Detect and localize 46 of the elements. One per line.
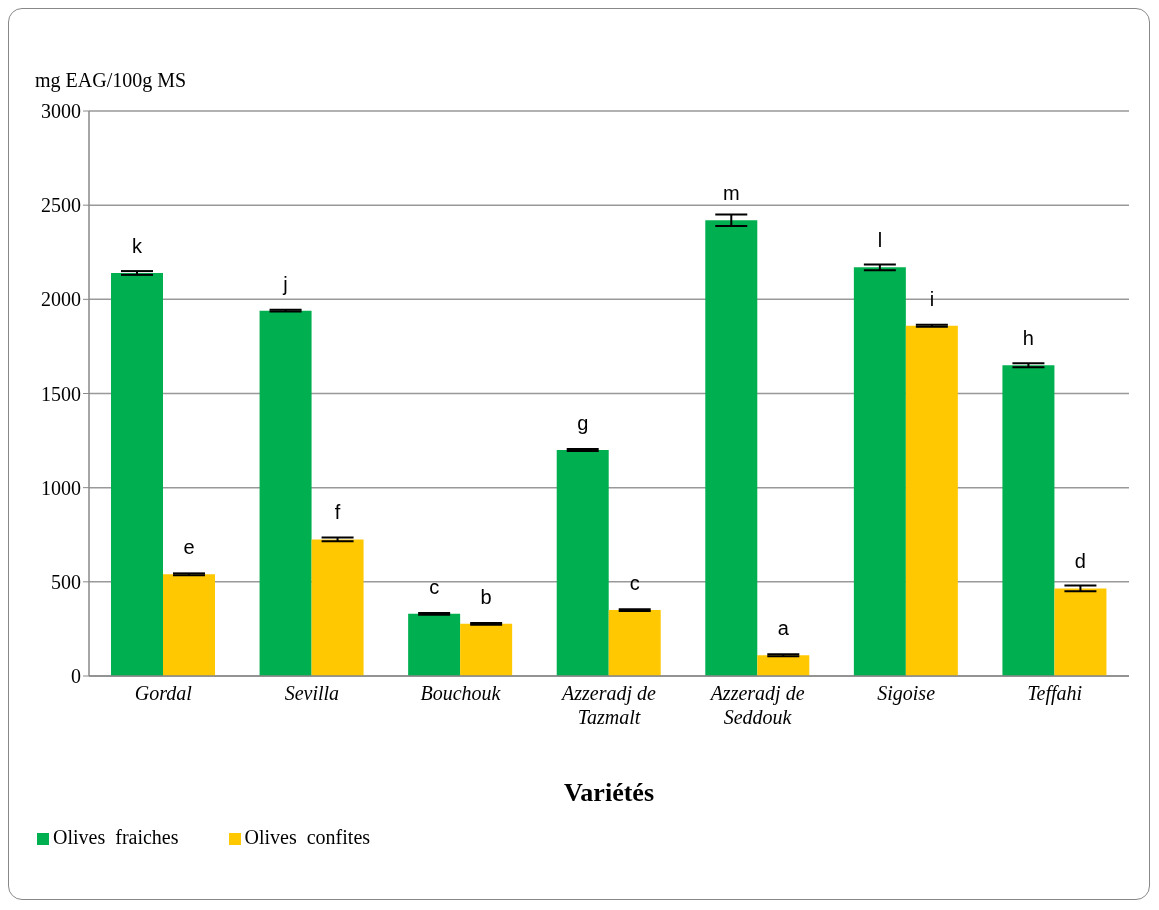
- legend-label: Olives confites: [244, 826, 371, 848]
- x-tick-label: Gordal: [134, 682, 193, 704]
- y-tick-label: 1000: [41, 476, 81, 499]
- bar: [1054, 588, 1107, 676]
- bar: [163, 574, 215, 676]
- data-label: k: [132, 234, 143, 257]
- y-tick-label: 1500: [41, 382, 81, 405]
- data-label: e: [183, 536, 195, 559]
- data-label: c: [429, 575, 440, 598]
- data-label: g: [577, 412, 589, 434]
- data-label: d: [1074, 550, 1086, 573]
- y-axis-title: mg EAG/100g MS: [35, 69, 187, 92]
- bar: [259, 310, 312, 676]
- bar: [408, 613, 461, 676]
- y-tick-label: 2500: [41, 194, 81, 217]
- data-label: m: [722, 182, 740, 205]
- x-tick-label: Teffahi: [1027, 682, 1083, 705]
- x-tick-label: Azzeradj de Tazmalt: [560, 682, 657, 728]
- bar: [460, 623, 513, 676]
- data-label: f: [334, 501, 341, 524]
- data-label: j: [282, 272, 288, 295]
- bar: [853, 267, 906, 676]
- legend-label: Olives fraiches: [53, 826, 179, 848]
- bar: [705, 220, 758, 676]
- data-label: b: [480, 585, 492, 608]
- x-tick-label: Sevilla: [284, 682, 340, 704]
- y-tick-label: 500: [51, 570, 81, 593]
- x-tick-label: Sigoise: [877, 682, 936, 705]
- x-tick-label: Azzeradj de Seddouk: [708, 682, 805, 728]
- y-tick-label: 2000: [41, 288, 81, 311]
- data-label: a: [777, 617, 790, 640]
- data-label: c: [629, 572, 640, 595]
- bar: [608, 610, 661, 676]
- bar: [757, 655, 810, 676]
- data-label: l: [877, 229, 883, 252]
- bar: [111, 272, 163, 676]
- x-axis-title: Variétés: [563, 778, 655, 807]
- bar: [311, 539, 364, 676]
- data-label: i: [929, 287, 935, 310]
- bar: [556, 450, 609, 676]
- bar: [1002, 365, 1055, 676]
- y-tick-label: 0: [71, 665, 81, 688]
- data-label: h: [1022, 327, 1034, 350]
- x-tick-label: Bouchouk: [420, 682, 502, 704]
- y-tick-label: 3000: [41, 100, 81, 123]
- bar: [905, 325, 958, 676]
